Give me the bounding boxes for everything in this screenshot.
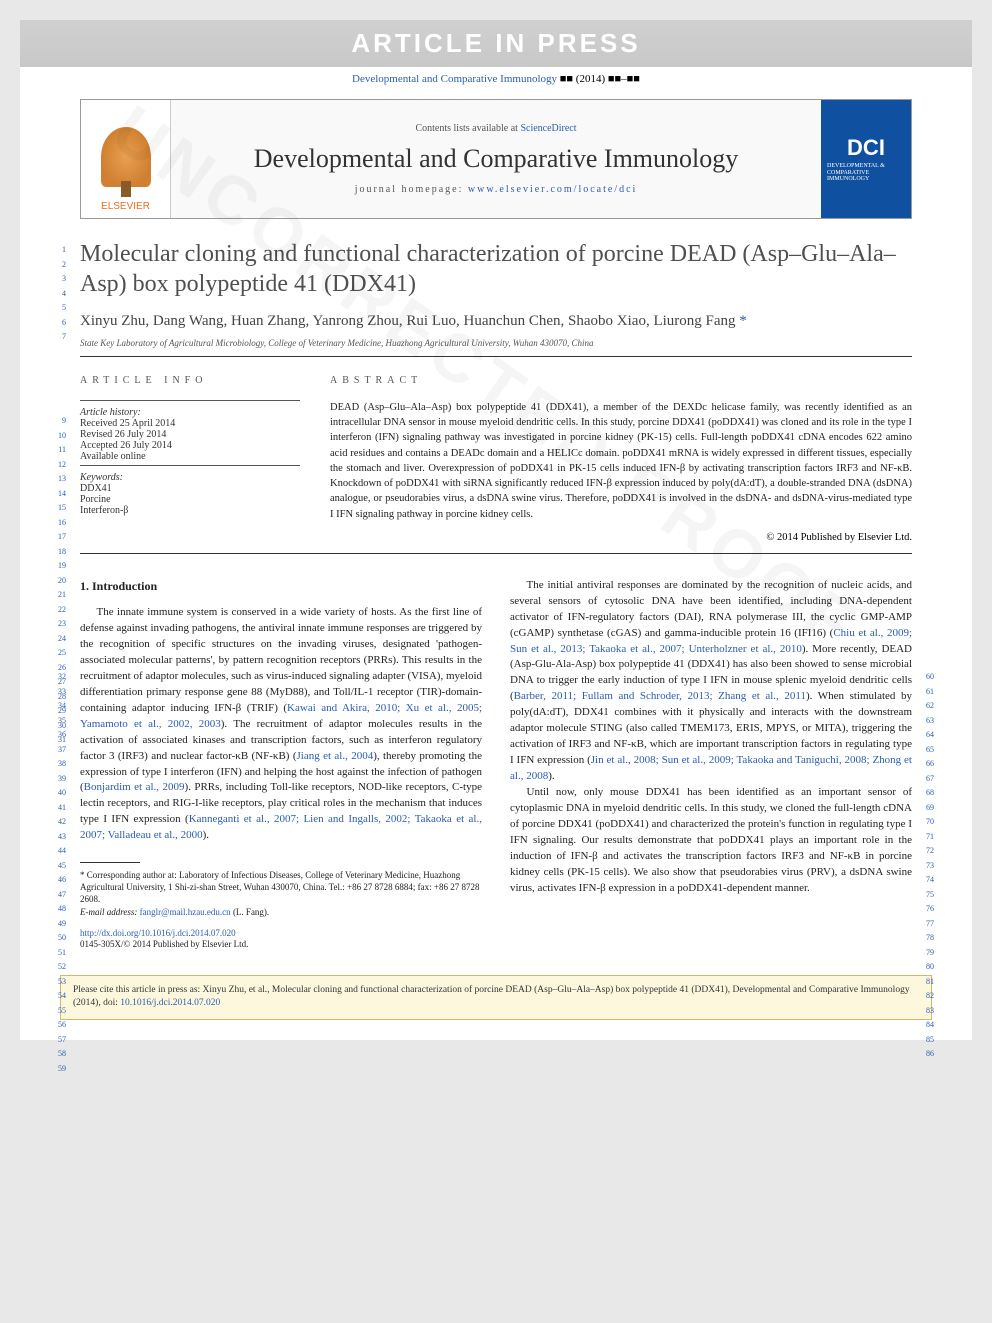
line-numbers-body-left: 3233343536373839404142434445464748495051… [46, 670, 66, 1076]
email-link[interactable]: fanglr@mail.hzau.edu.cn [140, 907, 231, 917]
cover-subtitle: DEVELOPMENTAL & COMPARATIVE IMMUNOLOGY [827, 163, 905, 183]
keyword-1: DDX41 [80, 483, 300, 494]
abstract-heading: ABSTRACT [330, 375, 912, 386]
article-info-heading: ARTICLE INFO [80, 375, 300, 386]
online-date: Available online [80, 451, 300, 462]
cite-box: Please cite this article in press as: Xi… [60, 975, 932, 1020]
paragraph-2: The initial antiviral responses are domi… [510, 578, 912, 785]
sciencedirect-link[interactable]: ScienceDirect [520, 123, 576, 134]
keyword-3: Interferon-β [80, 505, 300, 516]
citation-2[interactable]: Jiang et al., 2004 [297, 750, 374, 762]
line-numbers-body-right: 6061626364656667686970717273747576777879… [926, 670, 946, 1062]
top-citation: ■■ (2014) ■■–■■ [560, 73, 640, 85]
journal-homepage: journal homepage: www.elsevier.com/locat… [171, 184, 821, 195]
received-date: Received 25 April 2014 [80, 418, 300, 429]
contents-label: Contents lists available at [415, 123, 517, 134]
journal-name: Developmental and Comparative Immunology [171, 144, 821, 174]
abstract-copyright: © 2014 Published by Elsevier Ltd. [330, 532, 912, 543]
journal-header: ELSEVIER Contents lists available at Sci… [80, 99, 912, 219]
press-banner: ARTICLE IN PRESS [20, 20, 972, 67]
author-list: Xinyu Zhu, Dang Wang, Huan Zhang, Yanron… [80, 313, 736, 329]
top-reference: Developmental and Comparative Immunology… [20, 67, 972, 91]
email-label: E-mail address: [80, 907, 137, 917]
section-rule [80, 553, 912, 554]
abstract-column: ABSTRACT DEAD (Asp–Glu–Ala–Asp) box poly… [330, 375, 912, 543]
section-1-heading: 1. Introduction [80, 578, 482, 595]
article-body: UNCORRECTED PROOF 1234567 Molecular clon… [20, 219, 972, 961]
info-abstract-row: ARTICLE INFO Article history: Received 2… [80, 375, 912, 543]
contents-available: Contents lists available at ScienceDirec… [171, 123, 821, 134]
citation-6[interactable]: Barber, 2011; Fullam and Schroder, 2013;… [514, 690, 806, 702]
accepted-date: Accepted 26 July 2014 [80, 440, 300, 451]
cover-abbrev: DCI [847, 135, 885, 161]
paragraph-3: Until now, only mouse DDX41 has been ide… [510, 785, 912, 897]
rule-top [80, 356, 912, 357]
line-numbers-left: 1234567 [46, 243, 66, 345]
journal-header-center: Contents lists available at ScienceDirec… [171, 100, 821, 218]
publisher-name: ELSEVIER [101, 201, 150, 212]
article-title: Molecular cloning and functional charact… [80, 239, 912, 299]
revised-date: Revised 26 July 2014 [80, 429, 300, 440]
keyword-2: Porcine [80, 494, 300, 505]
paragraph-1: The innate immune system is conserved in… [80, 605, 482, 844]
citation-3[interactable]: Bonjardim et al., 2009 [84, 781, 185, 793]
affiliation: State Key Laboratory of Agricultural Mic… [80, 338, 912, 348]
journal-cover-thumb: DCI DEVELOPMENTAL & COMPARATIVE IMMUNOLO… [821, 100, 911, 218]
publisher-logo: ELSEVIER [81, 100, 171, 218]
doi-block: http://dx.doi.org/10.1016/j.dci.2014.07.… [80, 928, 482, 951]
body-two-column: 1. Introduction The innate immune system… [80, 578, 912, 951]
homepage-link[interactable]: www.elsevier.com/locate/dci [468, 184, 637, 195]
footnote-text: * Corresponding author at: Laboratory of… [80, 869, 482, 905]
p1-text-a: The innate immune system is conserved in… [80, 606, 482, 714]
authors: Xinyu Zhu, Dang Wang, Huan Zhang, Yanron… [80, 313, 912, 330]
corresponding-mark: * [739, 313, 747, 329]
homepage-label: journal homepage: [355, 184, 464, 195]
p2-text-d: ). [548, 770, 554, 782]
elsevier-tree-icon [101, 127, 151, 187]
issn-line: 0145-305X/© 2014 Published by Elsevier L… [80, 939, 248, 949]
info-rule-2 [80, 465, 300, 466]
journal-ref-link[interactable]: Developmental and Comparative Immunology [352, 73, 557, 85]
info-rule-1 [80, 400, 300, 401]
keywords-label: Keywords: [80, 472, 300, 483]
history-label: Article history: [80, 407, 300, 418]
article-info-column: ARTICLE INFO Article history: Received 2… [80, 375, 300, 543]
footnote-separator [80, 862, 140, 863]
page: ARTICLE IN PRESS Developmental and Compa… [20, 20, 972, 1040]
p1-text-e: ). [203, 829, 209, 841]
corresponding-footnote: * Corresponding author at: Laboratory of… [80, 869, 482, 918]
doi-link[interactable]: http://dx.doi.org/10.1016/j.dci.2014.07.… [80, 928, 236, 938]
abstract-text: DEAD (Asp–Glu–Ala–Asp) box polypeptide 4… [330, 400, 912, 522]
cite-box-doi-link[interactable]: 10.1016/j.dci.2014.07.020 [120, 998, 220, 1008]
email-suffix: (L. Fang). [233, 907, 269, 917]
